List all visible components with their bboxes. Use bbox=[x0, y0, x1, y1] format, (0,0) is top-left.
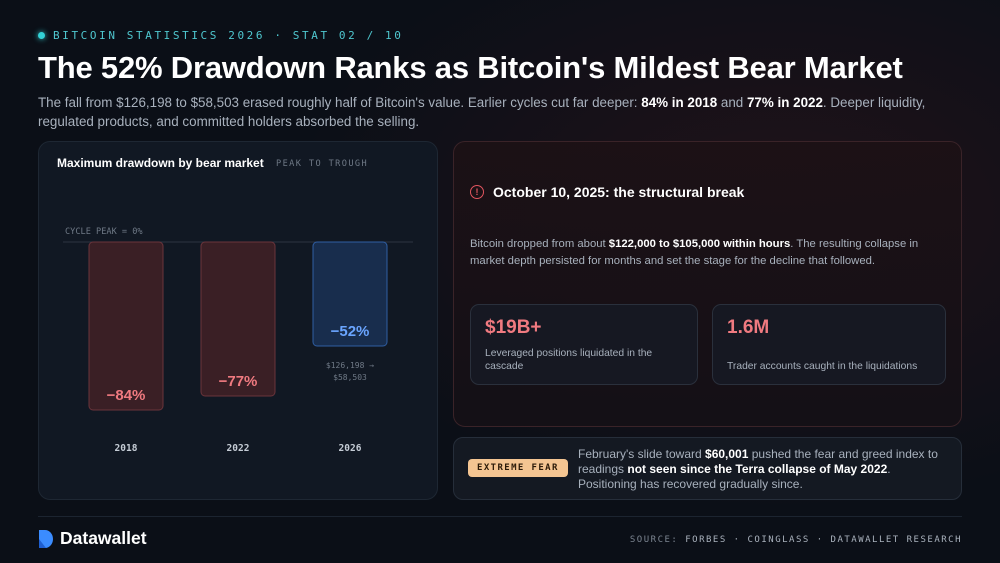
brand: Datawallet bbox=[38, 528, 147, 549]
stat-value: 1.6M bbox=[727, 317, 770, 338]
stat-card-accounts: 1.6M Trader accounts caught in the liqui… bbox=[712, 304, 946, 385]
subtitle-text-3: . Deeper liquidity, regulated products, … bbox=[38, 95, 926, 129]
source-list: FORBES · COINGLASS · DATAWALLET RESEARCH bbox=[685, 535, 962, 545]
source-label: SOURCE: bbox=[629, 535, 679, 545]
stat-label: Trader accounts caught in the liquidatio… bbox=[727, 361, 918, 372]
subtitle-highlight-2022: 77% in 2022 bbox=[746, 95, 823, 110]
datawallet-logo-icon bbox=[39, 529, 53, 548]
subtitle-highlight-2018: 84% in 2018 bbox=[641, 95, 718, 110]
drawdown-bar-chart: CYCLE PEAK = 0% −84% 2018 −77% 2022 −52% 2026 $… bbox=[63, 227, 413, 454]
eyebrow: BITCOIN STATISTICS 2026 · STAT 02 / 10 bbox=[38, 29, 403, 42]
subtitle-text-2: and bbox=[717, 95, 747, 110]
x-tick-label-2022: 2022 bbox=[227, 443, 250, 454]
structural-break-body: Bitcoin dropped from about $122,000 to $… bbox=[470, 236, 940, 270]
stat-value: $19B+ bbox=[485, 317, 542, 338]
stat-label: Leveraged positions liquidated in the ca… bbox=[485, 348, 653, 372]
drawdown-chart-panel: Maximum drawdown by bear market PEAK TO … bbox=[38, 141, 438, 500]
structural-break-title: October 10, 2025: the structural break bbox=[493, 184, 745, 200]
bar-2022 bbox=[200, 241, 276, 397]
body-text-2: . The resulting collapse in market depth… bbox=[470, 238, 919, 267]
stat-card-liquidations: $19B+ Leveraged positions liquidated in … bbox=[470, 304, 698, 385]
bar-2018 bbox=[88, 241, 164, 411]
eyebrow-label: BITCOIN STATISTICS 2026 · STAT 02 / 10 bbox=[53, 29, 404, 42]
fear-greed-panel: EXTREME FEAR February's slide toward $60… bbox=[453, 437, 962, 500]
body-highlight: $122,000 to $105,000 within hours bbox=[608, 238, 791, 250]
chart-subtitle: PEAK TO TROUGH bbox=[276, 159, 369, 169]
extreme-fear-badge: EXTREME FEAR bbox=[468, 459, 568, 477]
body-text-1: Bitcoin dropped from about bbox=[470, 238, 609, 250]
fear-highlight-terra: not seen since the Terra collapse of May… bbox=[627, 462, 888, 476]
fear-greed-text: February's slide toward $60,001 pushed t… bbox=[578, 447, 950, 492]
structural-break-panel: ! October 10, 2025: the structural break… bbox=[453, 141, 962, 427]
brand-name: Datawallet bbox=[60, 528, 147, 548]
fear-highlight-price: $60,001 bbox=[705, 447, 749, 461]
x-tick-label-2026: 2026 bbox=[339, 443, 362, 454]
page-title: The 52% Drawdown Ranks as Bitcoin's Mild… bbox=[38, 50, 903, 85]
fear-text-3: . Positioning has recovered gradually si… bbox=[578, 462, 891, 491]
footer-divider bbox=[38, 516, 962, 517]
fear-text-1: February's slide toward bbox=[578, 447, 706, 461]
annotation-line-1: $126,198 → bbox=[326, 361, 374, 370]
chart-title: Maximum drawdown by bear market bbox=[57, 156, 264, 170]
value-label-2022: −77% bbox=[219, 373, 258, 390]
source-credit: SOURCE: FORBES · COINGLASS · DATAWALLET … bbox=[630, 535, 962, 545]
alert-circle-icon: ! bbox=[470, 185, 484, 199]
page-subtitle: The fall from $126,198 to $58,503 erased… bbox=[38, 93, 938, 131]
value-label-2026: −52% bbox=[331, 323, 370, 340]
annotation-line-2: $58,503 bbox=[333, 373, 367, 382]
bar-2026 bbox=[312, 241, 388, 347]
x-tick-label-2018: 2018 bbox=[115, 443, 138, 454]
cycle-peak-label: CYCLE PEAK = 0% bbox=[65, 227, 143, 237]
fear-text-2: pushed the fear and greed index to readi… bbox=[578, 447, 938, 476]
subtitle-text-1: The fall from $126,198 to $58,503 erased… bbox=[38, 95, 642, 110]
value-label-2018: −84% bbox=[107, 387, 146, 404]
status-dot-icon bbox=[38, 32, 45, 39]
